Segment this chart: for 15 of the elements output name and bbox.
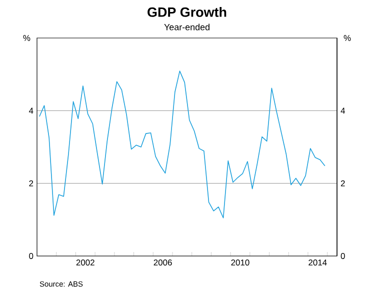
chart-title: GDP Growth: [148, 7, 226, 17]
y2-tick-label: 0: [340, 253, 345, 259]
y2-axis-title: %: [344, 35, 351, 41]
y-tick-label: 4: [28, 108, 34, 114]
x-tick-label: 2014: [308, 260, 327, 266]
y2-tick-label: 4: [340, 108, 345, 114]
y2-tick-label: 2: [340, 180, 345, 186]
y-tick-label: 2: [29, 180, 34, 186]
x-tick-label: 2010: [231, 260, 250, 266]
y-axis-title: %: [23, 35, 30, 41]
x-tick-label: 2006: [154, 260, 172, 266]
chart-subtitle: Year-ended: [164, 24, 210, 30]
y-tick-label: 0: [29, 253, 34, 259]
line-series: [39, 70, 326, 218]
x-tick-label: 2002: [76, 260, 94, 266]
